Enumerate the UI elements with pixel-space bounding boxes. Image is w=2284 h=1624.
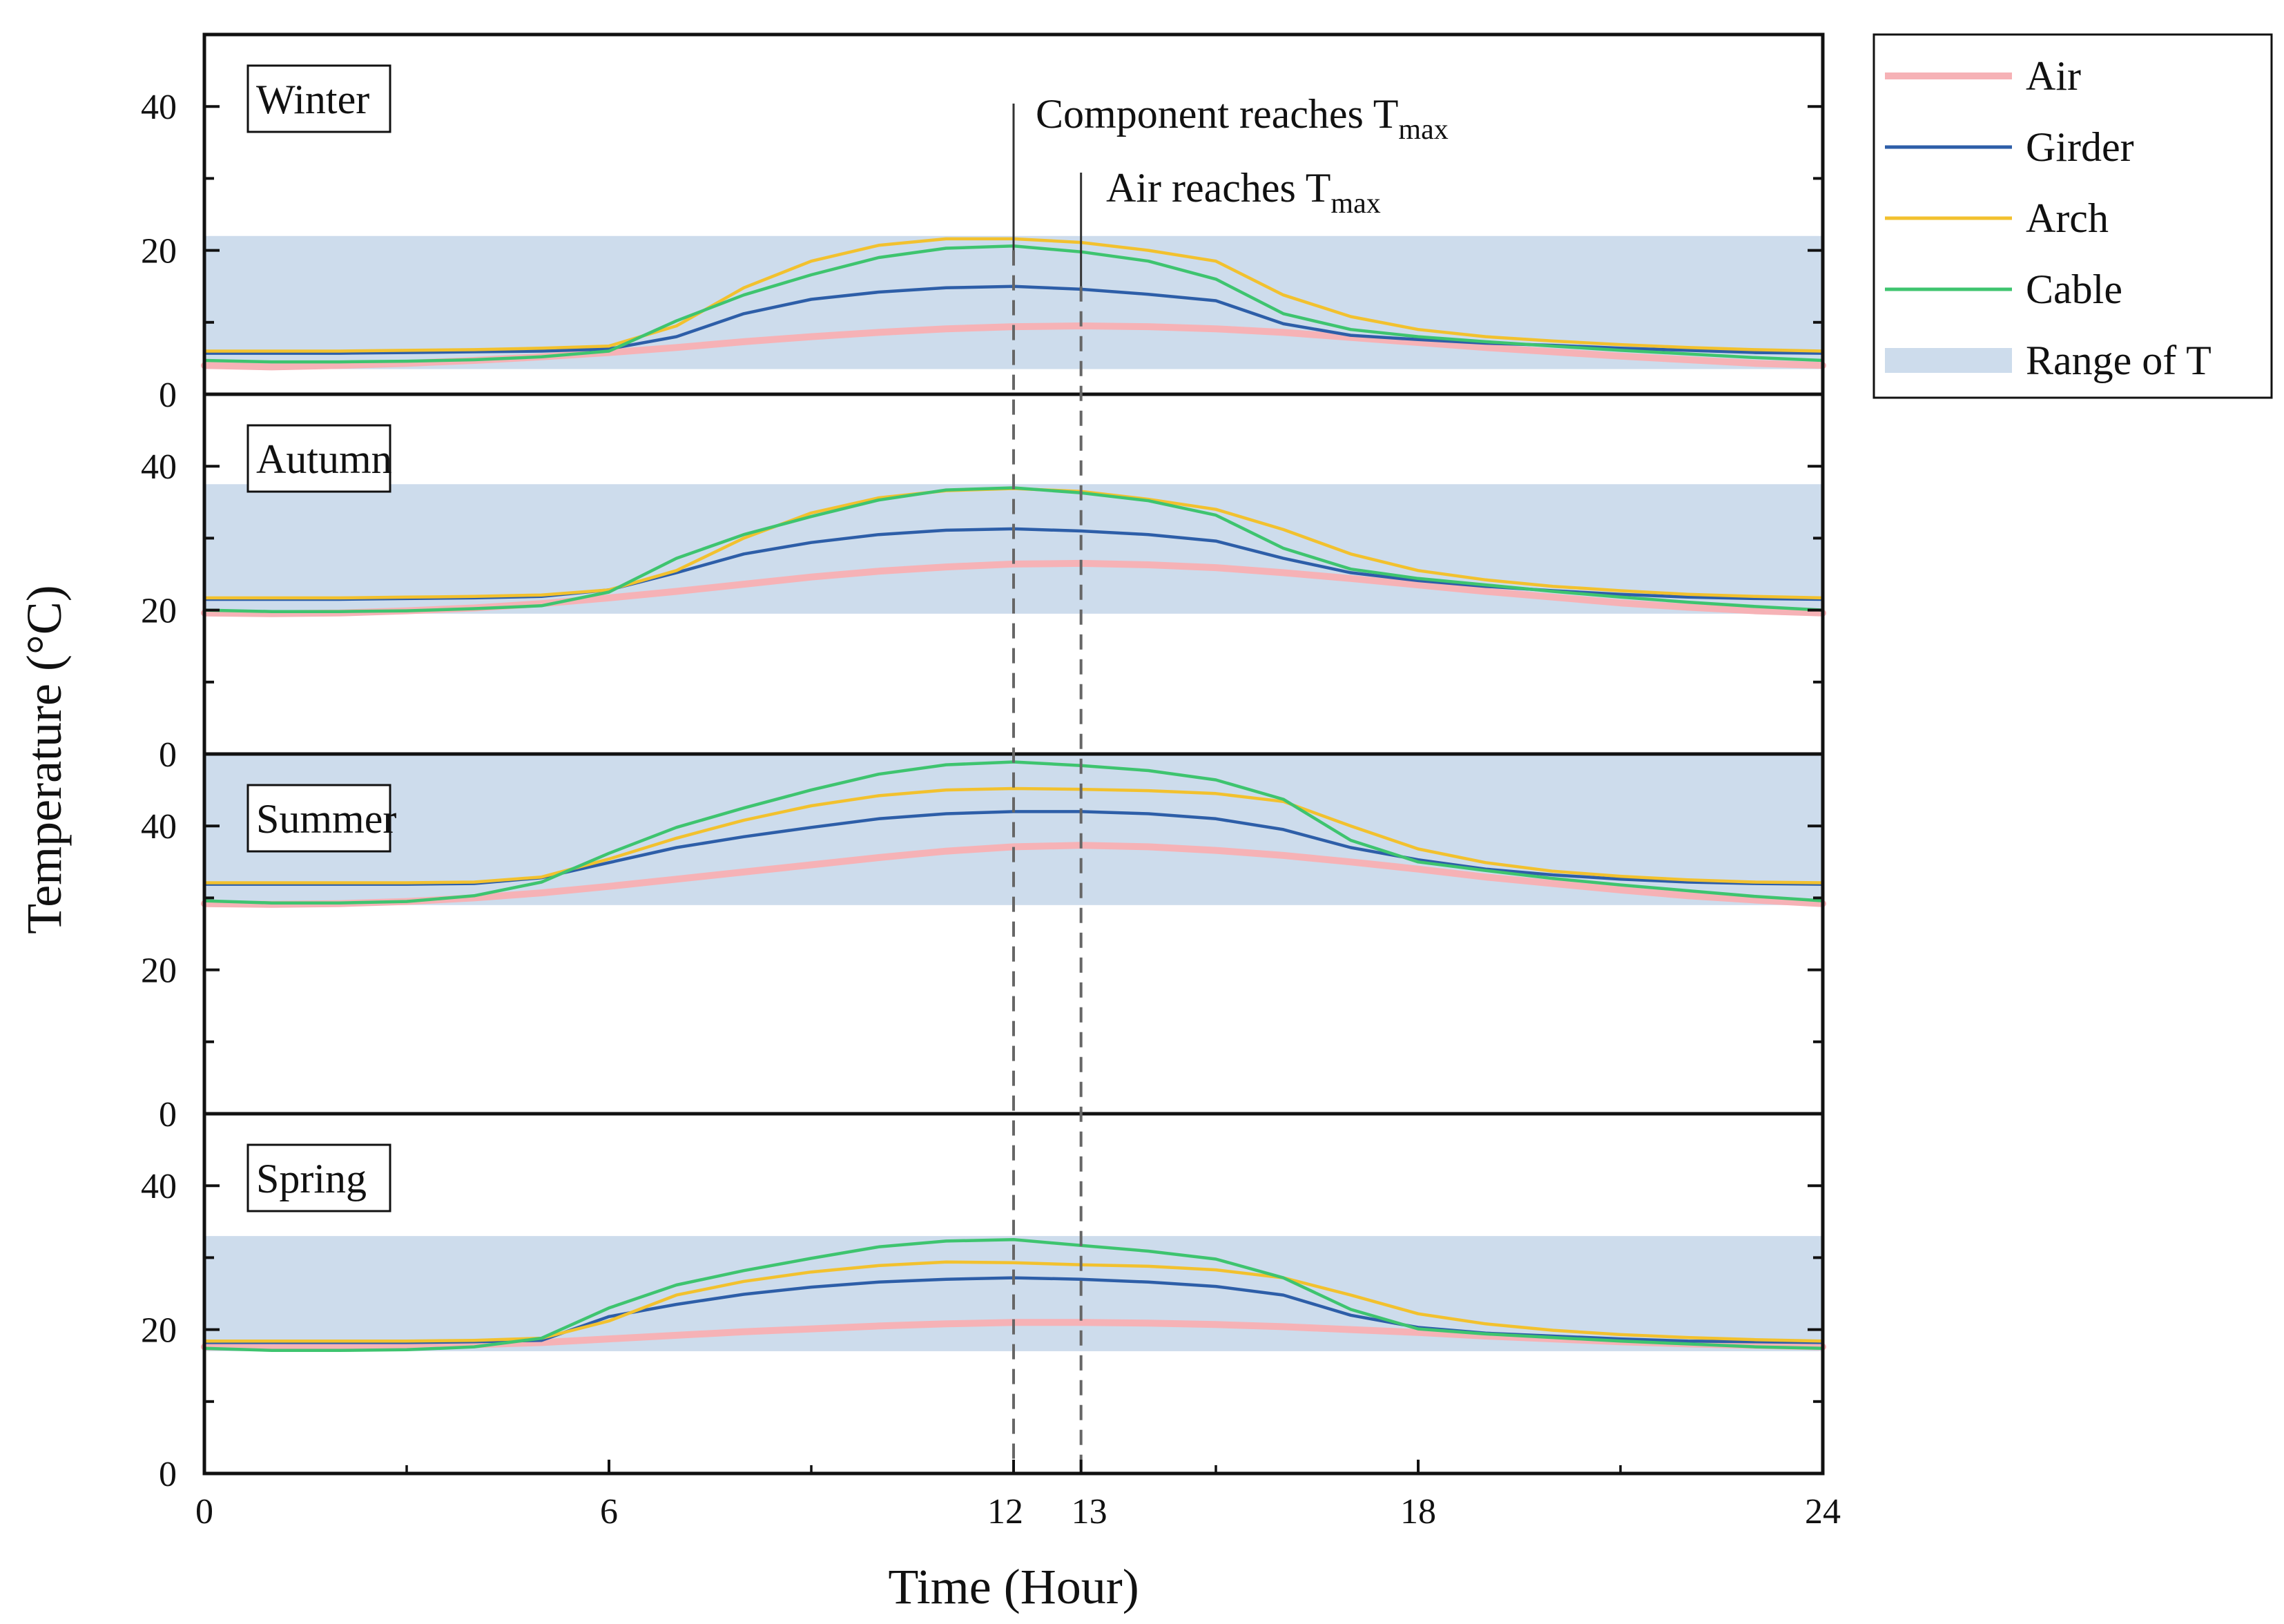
legend-item-range-of-t: Range of T (1885, 338, 2212, 383)
x-axis: 0 6 12 13 18 24 (195, 1460, 1841, 1531)
y-tick-label: 0 (159, 1095, 177, 1134)
series-line-air (201, 842, 1826, 908)
panel-autumn: 0 20 40 Autumn (141, 392, 1826, 775)
legend-label: Air (2026, 53, 2081, 99)
x-tick-label: 13 (1072, 1492, 1107, 1531)
x-axis-title: Time (Hour) (888, 1559, 1139, 1614)
season-label-box: Summer (246, 784, 396, 853)
x-tick-label: 6 (600, 1492, 618, 1531)
y-tick-label: 40 (141, 807, 177, 847)
season-label: Winter (256, 77, 369, 122)
legend-label: Girder (2026, 124, 2134, 170)
y-tick-label: 20 (141, 1311, 177, 1351)
y-tick-label: 0 (159, 1455, 177, 1494)
y-tick-label: 40 (141, 447, 177, 487)
x-tick-label: 24 (1805, 1492, 1841, 1531)
legend-label: Range of T (2026, 338, 2212, 383)
series-line-cable (202, 1238, 1825, 1353)
season-label-box: Autumn (246, 424, 392, 493)
legend-label: Arch (2026, 195, 2109, 241)
y-tick-label: 0 (159, 735, 177, 775)
legend-item-girder: Girder (1885, 124, 2134, 170)
series-line-arch (202, 786, 1825, 884)
legend-label: Cable (2026, 267, 2122, 312)
x-tick-label: 12 (987, 1492, 1023, 1531)
y-tick-label: 20 (141, 592, 177, 631)
annotation-component-tmax: Component reaches Tmax (1036, 91, 1449, 146)
legend-item-air: Air (1885, 53, 2081, 99)
annotation-component-tmax-main: Component reaches T (1036, 91, 1398, 137)
y-tick-label: 20 (141, 951, 177, 991)
guide-lines (1012, 104, 1083, 1473)
legend-item-arch: Arch (1885, 195, 2109, 241)
panel-summer: 0 20 40 Summer (141, 752, 1826, 1134)
x-tick-label: 0 (195, 1492, 213, 1531)
y-tick-label: 40 (141, 88, 177, 127)
panels-layer: 0 20 40 Winter 0 20 40 Autumn 0 20 40 Summer 0 20 40 Sp… (141, 32, 1826, 1494)
season-box-border (246, 64, 391, 133)
legend-item-cable: Cable (1885, 267, 2122, 312)
y-axis-title: Temperature (°C) (17, 585, 72, 934)
annotation-component-tmax-subscript: max (1398, 114, 1448, 146)
y-tick-label: 0 (159, 376, 177, 415)
season-label: Spring (256, 1156, 367, 1201)
x-tick-label: 18 (1400, 1492, 1436, 1531)
season-box-border (246, 1143, 391, 1212)
y-tick-label: 20 (141, 232, 177, 271)
series-line-arch (202, 1260, 1825, 1343)
annotation-air-tmax: Air reaches Tmax (1106, 165, 1381, 220)
annotation-air-tmax-main: Air reaches T (1106, 165, 1330, 211)
season-label: Autumn (256, 436, 392, 482)
annotation-air-tmax-subscript: max (1330, 188, 1380, 220)
legend-swatch-band (1885, 348, 2012, 373)
panel-spring: 0 20 40 Spring (141, 1112, 1826, 1494)
season-label: Summer (256, 796, 396, 842)
legend: Air Girder Arch Cable Range of T (1872, 33, 2273, 399)
y-tick-label: 40 (141, 1167, 177, 1206)
season-label-box: Spring (246, 1143, 391, 1212)
legend-frame (1872, 33, 2273, 399)
season-box-border (246, 424, 391, 493)
season-box-border (246, 784, 391, 853)
panel-winter: 0 20 40 Winter (141, 32, 1826, 415)
season-label-box: Winter (246, 64, 391, 133)
